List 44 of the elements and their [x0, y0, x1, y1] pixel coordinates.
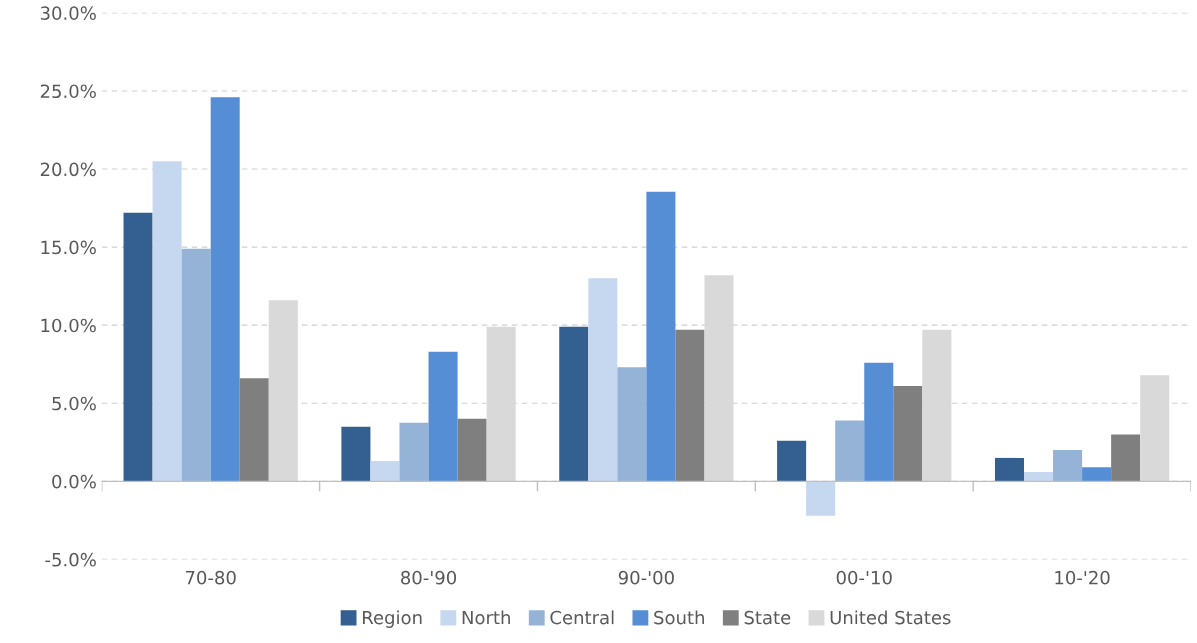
bar: [617, 367, 647, 482]
legend-label: Central: [550, 610, 614, 625]
bar: [675, 329, 705, 482]
y-tick-label: 5.0%: [52, 396, 96, 411]
bar: [559, 326, 589, 482]
x-tick-label: 00-'10: [836, 570, 892, 585]
bar: [646, 191, 676, 482]
bar: [777, 440, 807, 482]
y-tick-label: 10.0%: [41, 318, 96, 333]
bar: [152, 161, 182, 482]
bar: [341, 426, 371, 482]
bar: [835, 420, 865, 482]
bar: [864, 362, 894, 482]
x-tick-label: 70-80: [185, 570, 236, 585]
bar: [1082, 467, 1112, 482]
bar: [806, 481, 836, 516]
bar: [428, 351, 458, 482]
legend-label: Region: [363, 610, 422, 628]
bar: [210, 97, 240, 482]
legend-label: North: [462, 610, 510, 625]
y-tick-label: -5.0%: [45, 552, 96, 567]
x-tick-label: 10-'20: [1055, 570, 1110, 585]
bar: [123, 212, 153, 482]
x-tick-label: 80-'90: [401, 570, 457, 585]
bar: [1023, 471, 1054, 482]
bar: [399, 422, 429, 482]
legend-label: United States: [830, 610, 951, 625]
bar: [370, 461, 400, 482]
y-tick-label: 0.0%: [52, 474, 96, 489]
y-tick-label: 20.0%: [40, 162, 96, 177]
bar: [457, 418, 487, 482]
y-tick-label: 30.0%: [40, 6, 96, 20]
legend-label: State: [744, 610, 791, 625]
x-tick-label: 90-'00: [618, 570, 674, 585]
bar: [994, 457, 1024, 482]
y-tick-label: 25.0%: [40, 84, 96, 99]
bar: [588, 278, 618, 482]
bar: [1111, 434, 1141, 482]
bar: [893, 386, 923, 482]
legend-label: South: [654, 610, 704, 625]
bar: [1053, 450, 1083, 482]
y-tick-label: 15.0%: [41, 240, 96, 255]
bar: [181, 248, 211, 482]
bar: [239, 378, 269, 482]
